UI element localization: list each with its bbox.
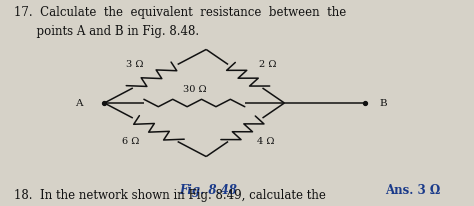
Text: Fig. 8.48: Fig. 8.48 [180, 184, 237, 197]
Text: A: A [75, 98, 83, 108]
Text: 4 Ω: 4 Ω [257, 137, 274, 146]
Text: 18.  In the network shown in Fig. 8.49, calculate the: 18. In the network shown in Fig. 8.49, c… [14, 189, 326, 202]
Text: 30 Ω: 30 Ω [182, 85, 206, 94]
Text: 17.  Calculate  the  equivalent  resistance  between  the: 17. Calculate the equivalent resistance … [14, 6, 346, 19]
Text: points A and B in Fig. 8.48.: points A and B in Fig. 8.48. [14, 25, 200, 38]
Text: 2 Ω: 2 Ω [259, 60, 276, 69]
Text: Ans. 3 Ω: Ans. 3 Ω [385, 184, 440, 197]
Text: B: B [379, 98, 387, 108]
Text: 3 Ω: 3 Ω [127, 60, 144, 69]
Text: 6 Ω: 6 Ω [122, 137, 139, 146]
